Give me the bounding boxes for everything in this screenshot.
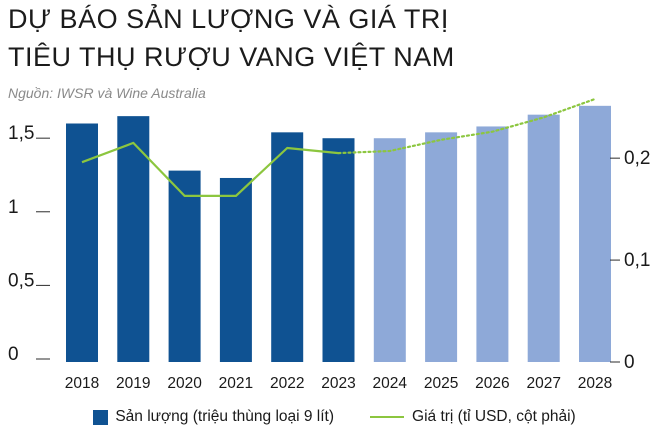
bar-2026 — [476, 126, 509, 362]
bar-2028 — [579, 105, 611, 362]
x-tick-label-2019: 2019 — [116, 375, 150, 392]
x-tick-label-2022: 2022 — [270, 375, 304, 392]
chart-title-line-2: TIÊU THỤ RƯỢU VANG VIỆT NAM — [8, 42, 455, 72]
bar-2022 — [271, 132, 304, 362]
value-line-actual — [81, 141, 339, 197]
x-tick-label-2027: 2027 — [526, 375, 560, 392]
right-tick-label: 0,1 — [624, 250, 650, 271]
x-tick-label-2024: 2024 — [373, 375, 408, 392]
left-tick-label: 0 — [8, 344, 19, 365]
bar-2021 — [219, 177, 252, 362]
bar-2025 — [425, 132, 458, 362]
legend-swatch-line — [370, 416, 405, 418]
bar-2020 — [168, 170, 201, 362]
legend-swatch-bar — [93, 409, 109, 425]
x-tick-label-2026: 2026 — [475, 375, 509, 392]
bar-2023 — [322, 138, 355, 362]
chart-title-line-1: DỰ BÁO SẢN LƯỢNG VÀ GIÁ TRỊ — [8, 4, 449, 34]
x-tick-label-2025: 2025 — [424, 375, 458, 392]
bar-2018 — [66, 123, 98, 362]
left-tick-label: 1 — [8, 197, 19, 218]
x-tick-label-2020: 2020 — [167, 375, 202, 392]
right-tick-label: 0 — [624, 352, 635, 373]
legend-line-label: Giá trị (tỉ USD, cột phải) — [412, 408, 576, 425]
bar-2024 — [373, 138, 406, 362]
chart-plot: 0 0,5 1 1,5 0 0,1 0,2 2018 2019 2020 2021 2022 2023 2… — [8, 97, 650, 392]
value-line-forecast — [337, 97, 597, 155]
left-tick-label: 1,5 — [8, 123, 34, 144]
x-tick-label-2028: 2028 — [578, 375, 612, 392]
chart-legend: Sản lượng (triệu thùng loại 9 lít) Giá t… — [0, 402, 669, 432]
right-tick-label: 0,2 — [624, 148, 650, 169]
x-tick-label-2018: 2018 — [65, 375, 99, 392]
bar-2027 — [527, 114, 560, 363]
x-tick-label-2023: 2023 — [321, 375, 355, 392]
x-tick-label-2021: 2021 — [219, 375, 253, 392]
left-tick-label: 0,5 — [8, 270, 34, 291]
bar-2019 — [117, 116, 150, 362]
legend-bar-label: Sản lượng (triệu thùng loại 9 lít) — [115, 408, 335, 425]
source-note: Nguồn: IWSR và Wine Australia — [8, 85, 206, 101]
